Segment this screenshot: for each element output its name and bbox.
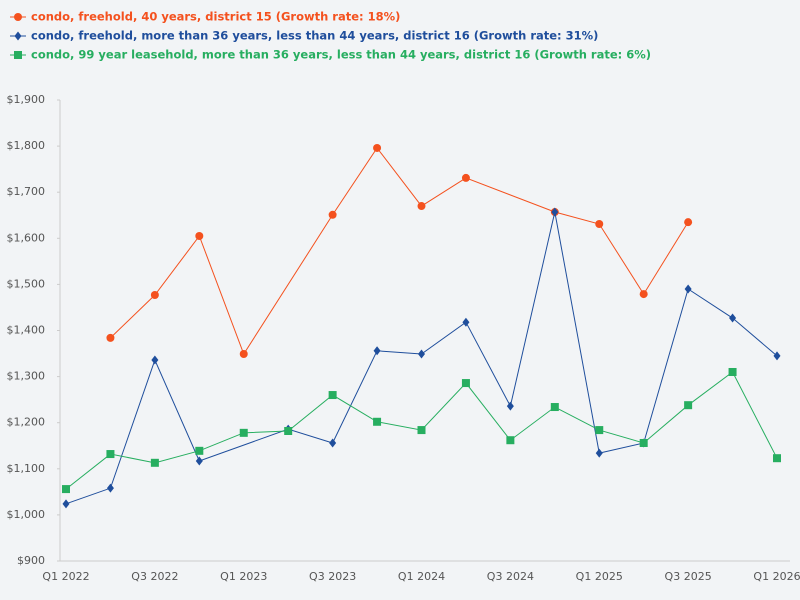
- data-point: [284, 426, 293, 435]
- data-point: [418, 349, 425, 359]
- data-point: [773, 351, 781, 361]
- data-point: [595, 448, 603, 458]
- data-point: [195, 231, 204, 240]
- data-point: [239, 350, 248, 359]
- x-tick-label: Q3 2024: [487, 570, 534, 583]
- data-point: [151, 355, 159, 365]
- x-tick-label: Q1 2026: [753, 570, 800, 583]
- x-tick-label: Q1 2023: [220, 570, 267, 583]
- data-point: [684, 218, 693, 227]
- legend-marker: [14, 13, 22, 21]
- data-point: [461, 379, 470, 388]
- data-point: [373, 143, 382, 152]
- y-tick-label: $1,800: [7, 139, 46, 152]
- data-point: [373, 417, 382, 426]
- data-point: [329, 438, 337, 448]
- legend-label: condo, freehold, 40 years, district 15 (…: [31, 10, 400, 24]
- data-point: [62, 485, 70, 494]
- data-point: [595, 220, 604, 229]
- y-tick-label: $1,700: [7, 185, 46, 198]
- y-tick-label: $1,000: [7, 508, 46, 521]
- data-point: [639, 438, 648, 447]
- y-tick-label: $1,400: [7, 324, 46, 337]
- data-point: [462, 317, 470, 327]
- data-point: [106, 450, 115, 459]
- y-tick-label: $1,600: [7, 231, 46, 244]
- series-line: [110, 147, 689, 356]
- data-point: [506, 401, 514, 411]
- data-point: [150, 291, 159, 300]
- y-tick-label: $1,500: [7, 277, 46, 290]
- data-point: [595, 426, 604, 435]
- data-point: [461, 173, 470, 182]
- y-tick-label: $1,100: [7, 462, 46, 475]
- legend-marker: [14, 51, 22, 59]
- data-point: [684, 401, 693, 410]
- data-point: [417, 202, 426, 211]
- x-tick-label: Q1 2022: [42, 570, 89, 583]
- x-tick-label: Q1 2025: [576, 570, 623, 583]
- data-point: [550, 403, 559, 412]
- data-point: [639, 290, 648, 299]
- x-tick-label: Q3 2022: [131, 570, 178, 583]
- data-point: [551, 207, 559, 217]
- data-point: [773, 454, 781, 463]
- data-point: [195, 456, 203, 466]
- y-tick-label: $1,300: [7, 370, 46, 383]
- data-point: [106, 333, 115, 342]
- data-point: [328, 210, 337, 219]
- data-point: [62, 499, 70, 509]
- data-point: [195, 446, 204, 455]
- x-tick-label: Q3 2025: [665, 570, 712, 583]
- data-point: [684, 284, 692, 294]
- x-tick-label: Q1 2024: [398, 570, 445, 583]
- data-point: [239, 428, 248, 437]
- legend-label: condo, freehold, more than 36 years, les…: [31, 29, 598, 43]
- x-tick-label: Q3 2023: [309, 570, 356, 583]
- data-point: [729, 313, 737, 323]
- data-point: [106, 483, 114, 493]
- data-point: [506, 436, 515, 445]
- legend-marker: [14, 31, 22, 41]
- data-point: [728, 367, 737, 376]
- y-tick-label: $1,200: [7, 416, 46, 429]
- y-tick-label: $1,900: [7, 93, 46, 106]
- legend-label: condo, 99 year leasehold, more than 36 y…: [31, 48, 651, 62]
- data-point: [417, 426, 426, 435]
- data-point: [150, 458, 159, 467]
- data-point: [373, 346, 381, 356]
- data-point: [328, 391, 337, 400]
- y-tick-label: $900: [17, 554, 45, 567]
- series-line: [65, 211, 778, 505]
